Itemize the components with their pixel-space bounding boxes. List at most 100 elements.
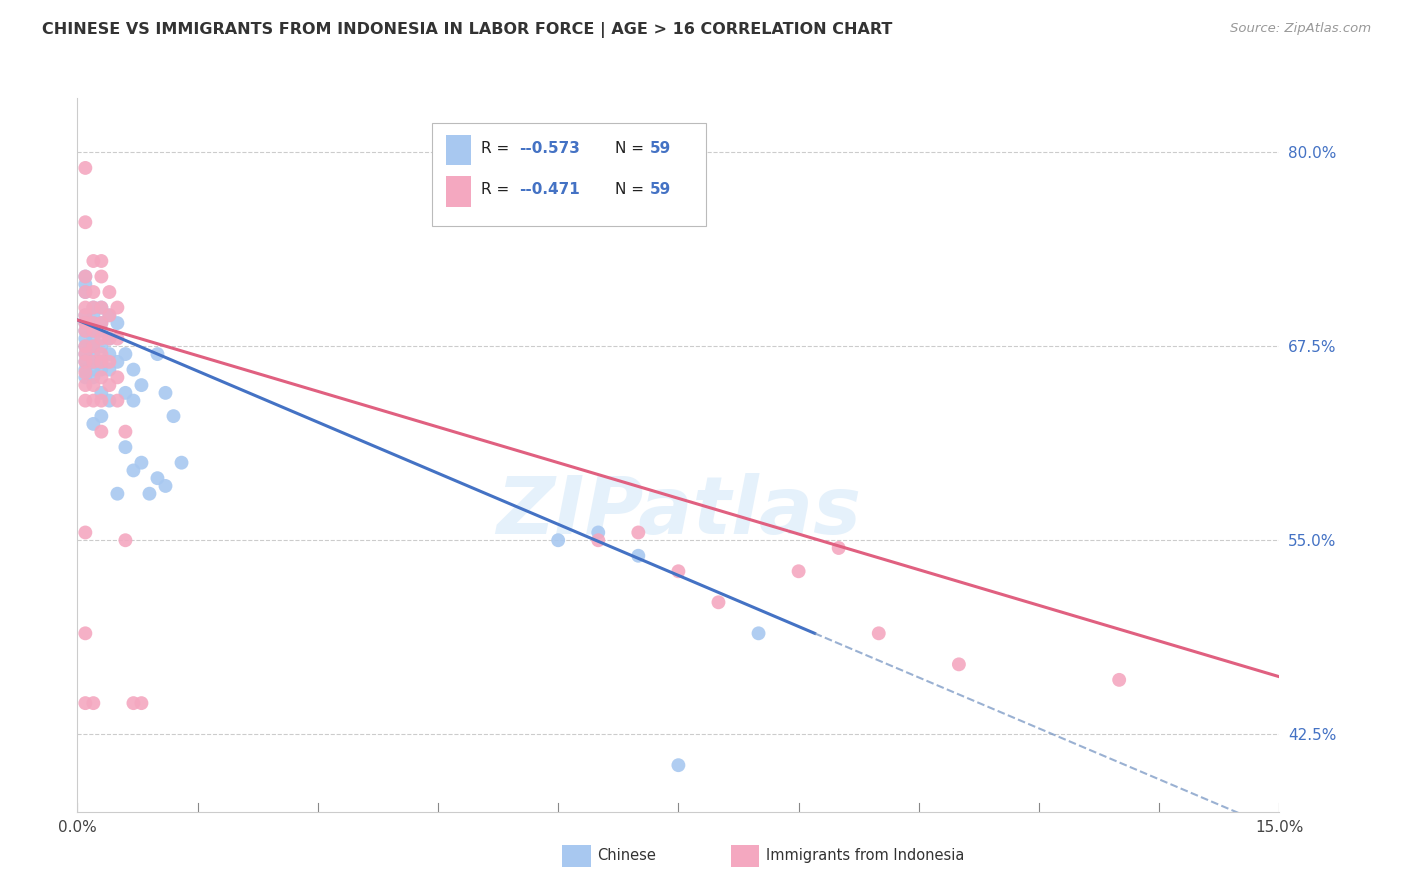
Text: 59: 59 (650, 183, 671, 197)
Point (98, 285, 121, 299)
Point (1108, 673, 1130, 687)
Point (75, 316, 97, 330)
Point (90, 269, 112, 284)
Point (98, 347, 121, 361)
Point (948, 657, 970, 672)
Point (75, 525, 97, 540)
Point (90, 254, 112, 268)
Point (107, 486, 129, 500)
Point (122, 393, 145, 408)
Point (114, 533, 136, 548)
Point (90, 332, 112, 346)
Point (82, 355, 104, 369)
Point (668, 564, 690, 578)
Point (82, 362, 104, 376)
Point (146, 347, 169, 361)
Point (90, 362, 112, 376)
Point (155, 479, 177, 493)
Point (90, 355, 112, 369)
Point (82, 417, 104, 431)
Point (75, 339, 97, 353)
Point (98, 308, 121, 322)
Point (98, 362, 121, 376)
Point (90, 316, 112, 330)
Point (82, 696, 104, 710)
Point (122, 463, 145, 477)
Point (131, 456, 153, 470)
Point (75, 269, 97, 284)
Point (75, 355, 97, 369)
Point (588, 525, 610, 540)
Text: ZIPatlas: ZIPatlas (496, 473, 860, 551)
Point (787, 564, 810, 578)
Point (75, 277, 97, 292)
Point (75, 316, 97, 330)
Text: 59: 59 (650, 141, 671, 155)
Point (75, 393, 97, 408)
Point (146, 471, 169, 485)
Text: CHINESE VS IMMIGRANTS FROM INDONESIA IN LABOR FORCE | AGE > 16 CORRELATION CHART: CHINESE VS IMMIGRANTS FROM INDONESIA IN … (42, 22, 893, 38)
Point (627, 525, 650, 540)
Point (82, 285, 104, 299)
Point (90, 339, 112, 353)
Point (114, 425, 136, 439)
Point (82, 370, 104, 384)
Point (547, 533, 569, 548)
Point (82, 301, 104, 315)
Point (90, 370, 112, 384)
Point (107, 393, 129, 408)
Point (98, 393, 121, 408)
Point (82, 339, 104, 353)
Point (75, 378, 97, 392)
Point (98, 332, 121, 346)
Point (75, 370, 97, 384)
Point (90, 347, 112, 361)
Point (668, 758, 690, 772)
Point (114, 440, 136, 454)
Point (138, 486, 160, 500)
Point (107, 301, 129, 315)
Point (131, 378, 153, 392)
Point (90, 355, 112, 369)
Point (114, 347, 136, 361)
Point (107, 370, 129, 384)
Point (627, 549, 650, 563)
Point (98, 355, 121, 369)
Text: N =: N = (614, 183, 648, 197)
Point (75, 215, 97, 229)
Point (588, 533, 610, 548)
Text: --0.573: --0.573 (519, 141, 581, 155)
Point (75, 285, 97, 299)
Point (114, 385, 136, 400)
Point (82, 324, 104, 338)
Point (90, 385, 112, 400)
Point (75, 308, 97, 322)
Point (828, 541, 851, 555)
Point (75, 347, 97, 361)
Point (90, 393, 112, 408)
Point (98, 378, 121, 392)
Point (75, 285, 97, 299)
Point (162, 409, 184, 424)
Point (82, 339, 104, 353)
Point (90, 301, 112, 315)
Point (75, 355, 97, 369)
Point (868, 626, 890, 640)
Point (82, 324, 104, 338)
Point (82, 254, 104, 268)
Text: N =: N = (614, 141, 648, 155)
Point (82, 393, 104, 408)
Point (131, 696, 153, 710)
Point (98, 308, 121, 322)
Point (75, 308, 97, 322)
Point (82, 332, 104, 346)
Text: Source: ZipAtlas.com: Source: ZipAtlas.com (1230, 22, 1371, 36)
Text: R =: R = (481, 141, 515, 155)
Point (75, 339, 97, 353)
Point (90, 409, 112, 424)
Point (82, 316, 104, 330)
Point (75, 161, 97, 175)
Point (107, 332, 129, 346)
Point (90, 425, 112, 439)
Point (107, 355, 129, 369)
